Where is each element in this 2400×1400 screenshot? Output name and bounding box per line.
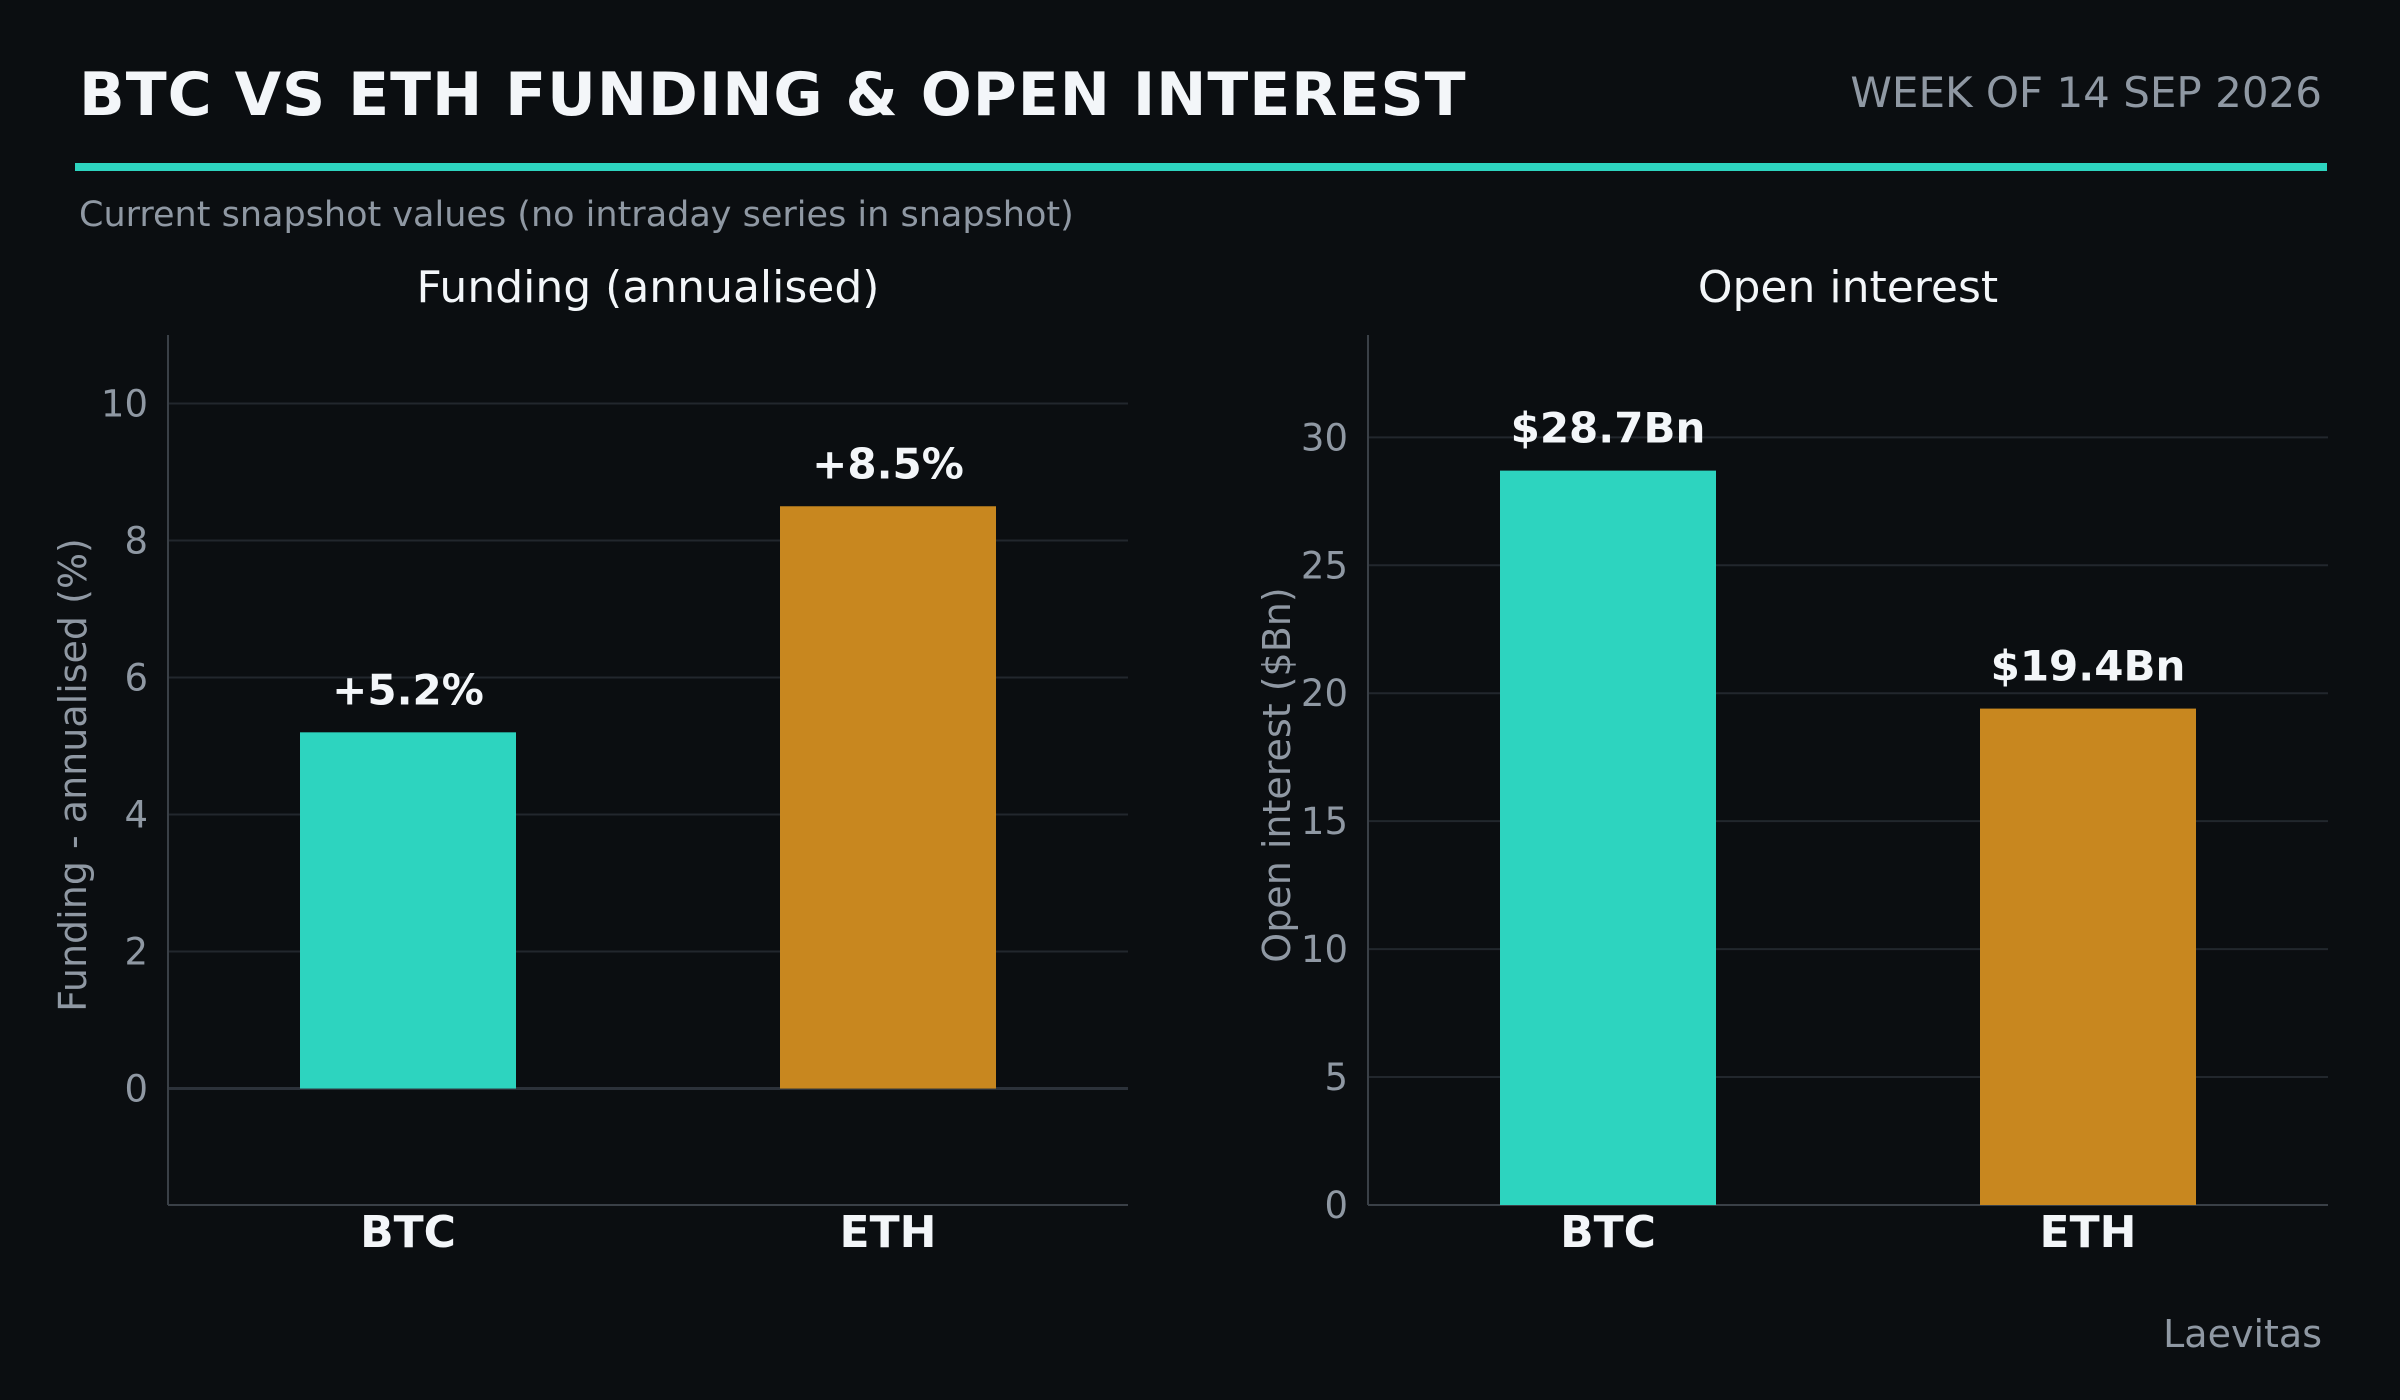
week-label: WEEK OF 14 SEP 2026 bbox=[1850, 68, 2322, 117]
y-tick-label: 0 bbox=[124, 1068, 148, 1111]
y-tick-label: 2 bbox=[124, 931, 148, 974]
data-label-eth: +8.5% bbox=[812, 439, 964, 488]
y-tick-label: 4 bbox=[124, 794, 148, 837]
x-tick-label-btc: BTC bbox=[1560, 1207, 1656, 1258]
chart-title: Open interest bbox=[1698, 262, 1998, 313]
chart-title: Funding (annualised) bbox=[417, 262, 880, 313]
page-title: BTC VS ETH FUNDING & OPEN INTEREST bbox=[79, 60, 1467, 130]
accent-rule bbox=[75, 163, 2327, 171]
y-tick-label: 10 bbox=[101, 383, 148, 426]
bar-btc bbox=[1500, 470, 1716, 1205]
x-tick-label-eth: ETH bbox=[2040, 1207, 2137, 1258]
data-label-eth: $19.4Bn bbox=[1991, 642, 2186, 691]
y-tick-label: 8 bbox=[124, 520, 148, 563]
y-tick-label: 15 bbox=[1301, 800, 1348, 843]
y-tick-label: 6 bbox=[124, 657, 148, 700]
bar-btc bbox=[300, 732, 516, 1089]
y-tick-label: 10 bbox=[1301, 928, 1348, 971]
x-tick-label-btc: BTC bbox=[360, 1207, 456, 1258]
bar-eth bbox=[1980, 708, 2196, 1205]
data-label-btc: $28.7Bn bbox=[1511, 404, 1706, 453]
bar-eth bbox=[780, 506, 996, 1089]
x-tick-label-eth: ETH bbox=[840, 1207, 937, 1258]
y-tick-label: 5 bbox=[1324, 1056, 1348, 1099]
y-tick-label: 20 bbox=[1301, 672, 1348, 715]
data-label-btc: +5.2% bbox=[332, 665, 484, 714]
y-tick-label: 25 bbox=[1301, 544, 1348, 587]
y-tick-label: 0 bbox=[1324, 1184, 1348, 1227]
y-axis-title: Open interest ($Bn) bbox=[1255, 587, 1299, 962]
y-tick-label: 30 bbox=[1301, 416, 1348, 459]
page-subtitle: Current snapshot values (no intraday ser… bbox=[79, 195, 1074, 235]
source-label: Laevitas bbox=[2163, 1312, 2322, 1356]
y-axis-title: Funding - annualised (%) bbox=[51, 538, 95, 1012]
